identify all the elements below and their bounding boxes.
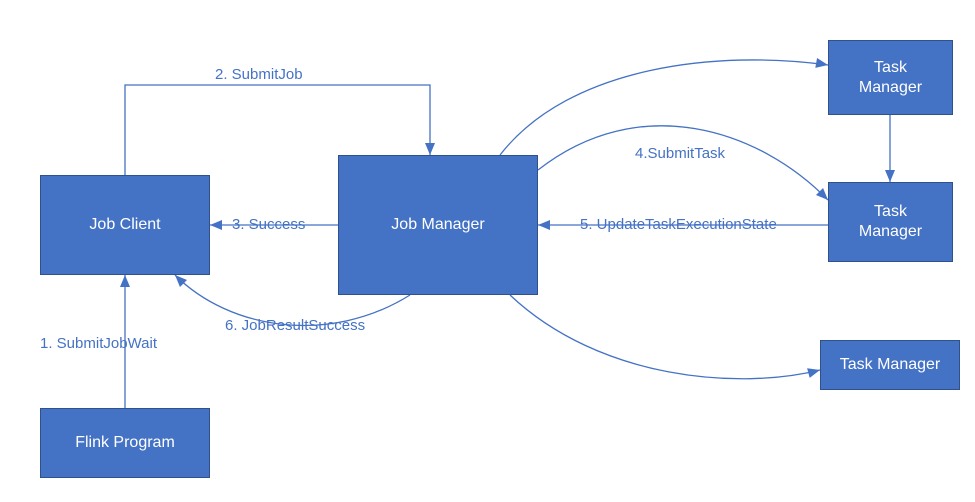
edge-label-2: 2. SubmitJob <box>215 66 303 83</box>
node-label: Task Manager <box>840 355 941 375</box>
edge-label-1: 1. SubmitJobWait <box>40 335 157 352</box>
node-job-client: Job Client <box>40 175 210 275</box>
node-flink-program: Flink Program <box>40 408 210 478</box>
node-task-manager-1: TaskManager <box>828 40 953 115</box>
edge-label-4: 4.SubmitTask <box>635 145 725 162</box>
node-job-manager: Job Manager <box>338 155 538 295</box>
node-label: Job Manager <box>391 215 484 235</box>
edge-label-6: 6. JobResultSuccess <box>225 317 365 334</box>
diagram-stage: Flink Program Job Client Job Manager Tas… <box>0 0 975 502</box>
edge-label-5: 5. UpdateTaskExecutionState <box>580 216 777 233</box>
node-label: Flink Program <box>75 433 175 453</box>
node-label: Job Client <box>89 215 160 235</box>
node-label: TaskManager <box>859 58 922 98</box>
edge-label-3: 3. Success <box>232 216 305 233</box>
node-task-manager-2: TaskManager <box>828 182 953 262</box>
node-label: TaskManager <box>859 202 922 242</box>
node-task-manager-3: Task Manager <box>820 340 960 390</box>
